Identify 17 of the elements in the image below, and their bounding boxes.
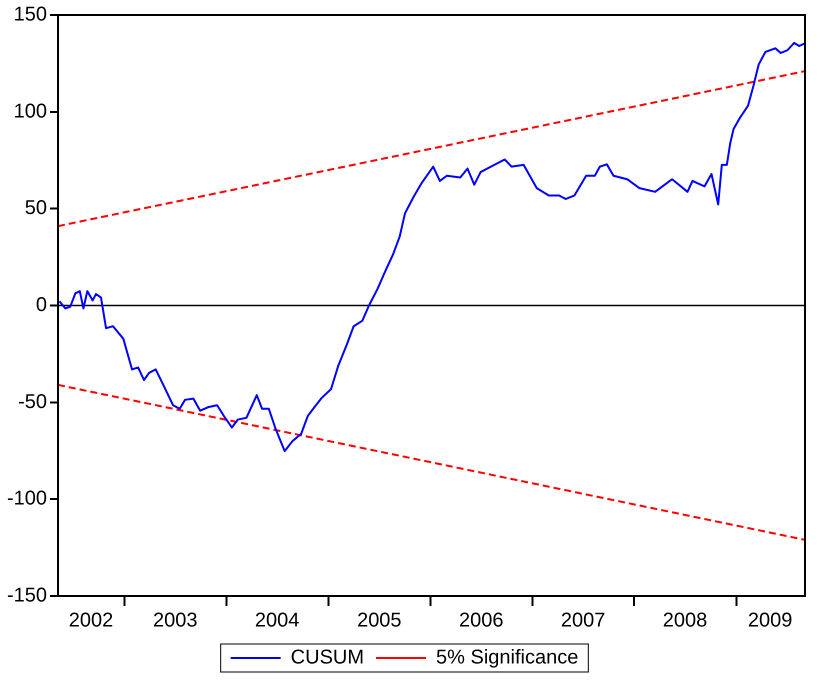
- x-tick-label: 2004: [254, 610, 300, 632]
- x-tick-label: 2002: [68, 610, 114, 632]
- x-tick-label: 2009: [748, 610, 792, 632]
- x-tick-label: 2007: [560, 610, 606, 632]
- x-tick-label: 2005: [357, 610, 402, 632]
- y-tick-label: -50: [18, 390, 48, 413]
- y-tick-label: 100: [14, 100, 48, 122]
- y-tick-label: 50: [24, 197, 48, 220]
- y-tick-label: 150: [14, 4, 48, 26]
- y-tick-label: -150: [7, 584, 48, 607]
- x-tick-label: 2006: [458, 610, 504, 632]
- legend-label: 5% Significance: [436, 646, 578, 669]
- x-tick-label: 2003: [153, 610, 198, 632]
- y-tick-label: 0: [36, 294, 48, 316]
- x-tick-label: 2008: [662, 610, 708, 632]
- y-tick-label: -100: [7, 488, 48, 510]
- legend-label: CUSUM: [290, 646, 364, 669]
